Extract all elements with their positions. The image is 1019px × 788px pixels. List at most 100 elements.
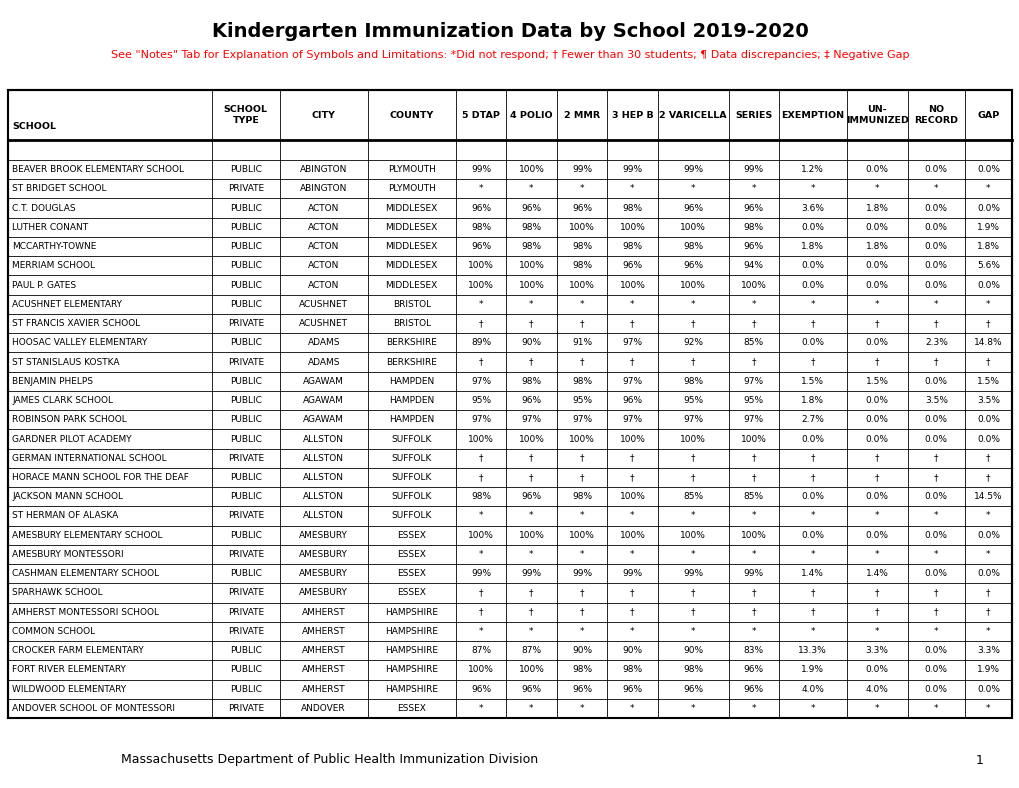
Text: †: †	[529, 473, 533, 482]
Text: 98%: 98%	[572, 377, 591, 386]
Text: 0.0%: 0.0%	[865, 492, 888, 501]
Text: BRISTOL: BRISTOL	[392, 319, 430, 328]
Text: ACUSHNET ELEMENTARY: ACUSHNET ELEMENTARY	[12, 299, 122, 309]
Text: Kindergarten Immunization Data by School 2019-2020: Kindergarten Immunization Data by School…	[211, 22, 808, 41]
Text: 97%: 97%	[622, 377, 642, 386]
Text: 1.9%: 1.9%	[976, 223, 999, 232]
Text: 100%: 100%	[619, 223, 645, 232]
Text: 2.3%: 2.3%	[924, 338, 947, 348]
Text: *: *	[690, 299, 695, 309]
Text: 97%: 97%	[471, 377, 490, 386]
Text: †: †	[478, 319, 483, 328]
Text: 100%: 100%	[619, 530, 645, 540]
Text: †: †	[579, 473, 584, 482]
Text: *: *	[933, 299, 937, 309]
Text: CROCKER FARM ELEMENTARY: CROCKER FARM ELEMENTARY	[12, 646, 144, 655]
Text: 96%: 96%	[683, 262, 702, 270]
Text: *: *	[690, 184, 695, 193]
Text: PRIVATE: PRIVATE	[227, 454, 264, 463]
Text: 96%: 96%	[521, 492, 541, 501]
Text: 2 MMR: 2 MMR	[564, 110, 599, 120]
Text: 99%: 99%	[683, 569, 702, 578]
Text: 0.0%: 0.0%	[801, 338, 823, 348]
Text: 0.0%: 0.0%	[924, 415, 947, 424]
Text: †: †	[630, 473, 634, 482]
Text: 96%: 96%	[521, 685, 541, 693]
Text: AMHERST: AMHERST	[302, 646, 345, 655]
Text: 100%: 100%	[518, 530, 544, 540]
Text: *: *	[933, 511, 937, 520]
Text: PUBLIC: PUBLIC	[229, 203, 262, 213]
Text: †: †	[985, 589, 989, 597]
Text: 99%: 99%	[521, 569, 541, 578]
Text: MIDDLESEX: MIDDLESEX	[385, 262, 437, 270]
Text: AMHERST MONTESSORI SCHOOL: AMHERST MONTESSORI SCHOOL	[12, 608, 159, 617]
Text: PRIVATE: PRIVATE	[227, 627, 264, 636]
Text: 98%: 98%	[743, 223, 763, 232]
Text: 0.0%: 0.0%	[801, 434, 823, 444]
Text: *: *	[529, 627, 533, 636]
Text: 99%: 99%	[743, 569, 763, 578]
Text: 1.4%: 1.4%	[801, 569, 823, 578]
Text: MIDDLESEX: MIDDLESEX	[385, 281, 437, 289]
Text: 97%: 97%	[572, 415, 591, 424]
Text: *: *	[810, 627, 814, 636]
Text: BENJAMIN PHELPS: BENJAMIN PHELPS	[12, 377, 93, 386]
Text: †: †	[933, 589, 937, 597]
Text: *: *	[933, 550, 937, 559]
Text: *: *	[478, 184, 483, 193]
Text: 96%: 96%	[521, 203, 541, 213]
Text: 0.0%: 0.0%	[976, 165, 999, 174]
Text: 99%: 99%	[622, 569, 642, 578]
Text: ANDOVER SCHOOL OF MONTESSORI: ANDOVER SCHOOL OF MONTESSORI	[12, 704, 175, 713]
Text: †: †	[751, 319, 755, 328]
Text: HAMPSHIRE: HAMPSHIRE	[385, 646, 438, 655]
Text: 0.0%: 0.0%	[865, 665, 888, 675]
Text: HAMPSHIRE: HAMPSHIRE	[385, 665, 438, 675]
Text: 100%: 100%	[619, 434, 645, 444]
Text: *: *	[874, 704, 878, 713]
Text: PUBLIC: PUBLIC	[229, 338, 262, 348]
Text: PUBLIC: PUBLIC	[229, 165, 262, 174]
Text: *: *	[985, 299, 989, 309]
Text: *: *	[478, 511, 483, 520]
Text: *: *	[933, 704, 937, 713]
Text: MIDDLESEX: MIDDLESEX	[385, 242, 437, 251]
Text: 0.0%: 0.0%	[976, 569, 999, 578]
Text: 87%: 87%	[471, 646, 490, 655]
Text: 0.0%: 0.0%	[924, 377, 947, 386]
Text: 1.2%: 1.2%	[801, 165, 823, 174]
Text: 100%: 100%	[619, 281, 645, 289]
Text: 0.0%: 0.0%	[865, 165, 888, 174]
Text: †: †	[690, 589, 695, 597]
Text: †: †	[630, 608, 634, 617]
Text: †: †	[690, 319, 695, 328]
Text: 90%: 90%	[622, 646, 642, 655]
Text: PUBLIC: PUBLIC	[229, 262, 262, 270]
Text: PUBLIC: PUBLIC	[229, 492, 262, 501]
Text: ST HERMAN OF ALASKA: ST HERMAN OF ALASKA	[12, 511, 118, 520]
Text: †: †	[529, 589, 533, 597]
Text: ESSEX: ESSEX	[397, 550, 426, 559]
Text: ALLSTON: ALLSTON	[303, 434, 343, 444]
Text: 99%: 99%	[743, 165, 763, 174]
Text: BERKSHIRE: BERKSHIRE	[386, 338, 437, 348]
Text: *: *	[579, 704, 584, 713]
Text: 3.3%: 3.3%	[976, 646, 999, 655]
Text: 100%: 100%	[468, 281, 493, 289]
Text: ST STANISLAUS KOSTKA: ST STANISLAUS KOSTKA	[12, 358, 119, 366]
Text: *: *	[478, 704, 483, 713]
Text: *: *	[478, 299, 483, 309]
Text: †: †	[478, 358, 483, 366]
Text: 0.0%: 0.0%	[801, 530, 823, 540]
Text: SERIES: SERIES	[735, 110, 771, 120]
Text: 96%: 96%	[572, 203, 591, 213]
Text: *: *	[579, 184, 584, 193]
Text: †: †	[751, 473, 755, 482]
Text: PUBLIC: PUBLIC	[229, 434, 262, 444]
Text: †: †	[630, 319, 634, 328]
Text: 99%: 99%	[683, 165, 702, 174]
Text: 98%: 98%	[622, 665, 642, 675]
Text: 96%: 96%	[471, 203, 490, 213]
Text: *: *	[630, 511, 634, 520]
